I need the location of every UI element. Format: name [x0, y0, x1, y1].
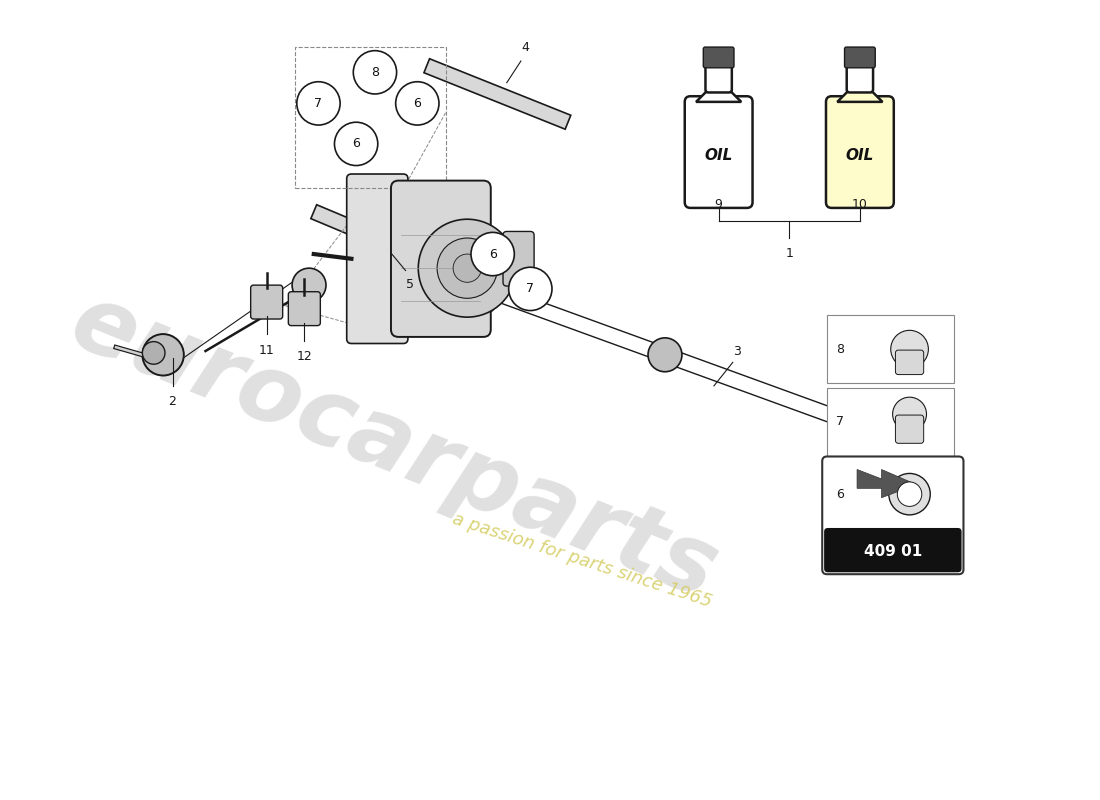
FancyBboxPatch shape	[827, 388, 954, 455]
Polygon shape	[424, 58, 571, 130]
FancyBboxPatch shape	[847, 63, 873, 93]
FancyBboxPatch shape	[684, 96, 752, 208]
FancyBboxPatch shape	[827, 460, 954, 528]
Polygon shape	[837, 90, 882, 102]
Circle shape	[418, 219, 516, 317]
Text: 10: 10	[852, 198, 868, 210]
Circle shape	[898, 482, 922, 506]
FancyBboxPatch shape	[503, 231, 535, 286]
Circle shape	[293, 268, 326, 302]
FancyBboxPatch shape	[346, 174, 408, 343]
Polygon shape	[311, 205, 463, 280]
FancyBboxPatch shape	[251, 285, 283, 319]
Text: 12: 12	[297, 350, 312, 363]
FancyBboxPatch shape	[822, 457, 964, 574]
Text: 4: 4	[521, 42, 529, 54]
Text: 2: 2	[168, 395, 176, 408]
FancyBboxPatch shape	[703, 47, 734, 68]
Circle shape	[453, 254, 482, 282]
Text: 7: 7	[836, 415, 845, 428]
Text: 6: 6	[488, 247, 496, 261]
Circle shape	[508, 267, 552, 310]
Text: eurocarparts: eurocarparts	[57, 275, 730, 618]
Circle shape	[648, 338, 682, 372]
Text: 11: 11	[258, 343, 275, 357]
Text: 8: 8	[371, 66, 380, 79]
FancyBboxPatch shape	[826, 96, 894, 208]
FancyBboxPatch shape	[824, 528, 961, 572]
Circle shape	[471, 232, 515, 276]
Text: 6: 6	[414, 97, 421, 110]
Text: a passion for parts since 1965: a passion for parts since 1965	[450, 510, 714, 610]
Text: 409 01: 409 01	[864, 543, 922, 558]
FancyBboxPatch shape	[705, 63, 732, 93]
Text: OIL: OIL	[704, 148, 733, 163]
Circle shape	[142, 334, 184, 375]
FancyBboxPatch shape	[390, 181, 491, 337]
Text: 7: 7	[315, 97, 322, 110]
Circle shape	[353, 50, 397, 94]
Text: 6: 6	[836, 488, 844, 501]
FancyBboxPatch shape	[288, 292, 320, 326]
FancyBboxPatch shape	[895, 350, 924, 374]
Text: 9: 9	[715, 198, 723, 210]
Circle shape	[142, 342, 165, 364]
FancyBboxPatch shape	[845, 47, 876, 68]
Polygon shape	[696, 90, 741, 102]
Text: OIL: OIL	[846, 148, 874, 163]
Circle shape	[297, 82, 340, 125]
Text: 8: 8	[836, 342, 845, 356]
Text: 7: 7	[526, 282, 535, 295]
Text: 5: 5	[406, 278, 415, 291]
Circle shape	[879, 423, 908, 452]
Polygon shape	[857, 470, 916, 498]
Circle shape	[892, 397, 926, 431]
Circle shape	[437, 238, 497, 298]
Text: 1: 1	[785, 247, 793, 261]
Circle shape	[396, 82, 439, 125]
Circle shape	[867, 411, 920, 464]
Text: 6: 6	[352, 138, 360, 150]
Text: 3: 3	[734, 345, 741, 358]
Circle shape	[334, 122, 377, 166]
FancyBboxPatch shape	[827, 315, 954, 383]
Circle shape	[889, 474, 931, 515]
Circle shape	[891, 330, 928, 368]
FancyBboxPatch shape	[895, 415, 924, 443]
FancyBboxPatch shape	[463, 262, 494, 311]
